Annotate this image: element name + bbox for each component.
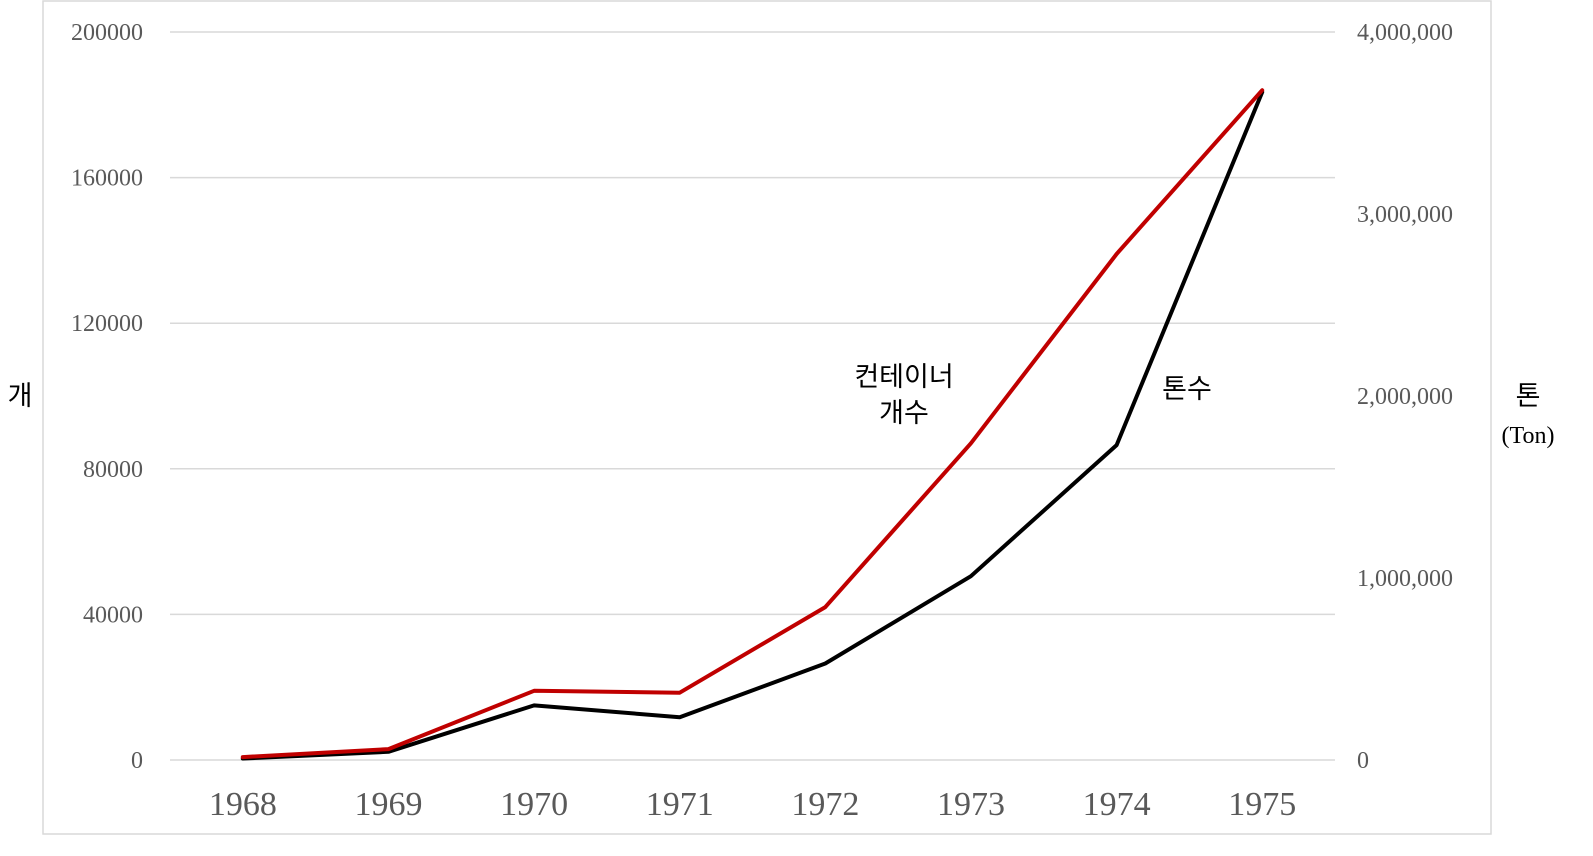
x-axis-ticks: 1968 1969 1970 1971 1972 1973 1974 1975 (209, 786, 1296, 823)
left-axis-tick-label: 160000 (71, 166, 143, 192)
right-axis-ticks: 0 1,000,000 2,000,000 3,000,000 4,000,000 (1357, 20, 1453, 774)
series-line-tonnage (240, 90, 1265, 761)
x-axis-tick-label: 1974 (1083, 786, 1151, 823)
annotation-container-count-line1: 컨테이너 (854, 362, 953, 393)
annotation-tonnage: 톤수 (1162, 374, 1212, 405)
right-axis-tick-label: 4,000,000 (1357, 20, 1453, 46)
x-axis-tick-label: 1969 (354, 786, 422, 823)
right-axis-tick-label: 2,000,000 (1357, 384, 1453, 410)
x-axis-tick-label: 1970 (500, 786, 568, 823)
x-axis-tick-label: 1971 (646, 786, 714, 823)
left-axis-tick-label: 120000 (71, 311, 143, 337)
right-axis-tick-label: 1,000,000 (1357, 566, 1453, 592)
series-lines (240, 88, 1265, 761)
series-line-container-count (240, 88, 1265, 760)
left-axis-title: 개 (8, 381, 33, 412)
left-axis-tick-label: 80000 (83, 457, 143, 483)
left-axis-tick-label: 200000 (71, 20, 143, 46)
right-axis-title: 톤 (1516, 381, 1541, 412)
x-axis-tick-label: 1973 (937, 786, 1005, 823)
gridlines (170, 31, 1335, 761)
left-axis-ticks: 0 40000 80000 120000 160000 200000 (71, 20, 143, 774)
x-axis-tick-label: 1975 (1228, 786, 1296, 823)
right-axis-subtitle: (Ton) (1502, 423, 1555, 449)
left-axis-tick-label: 40000 (83, 602, 143, 628)
right-axis-tick-label: 0 (1357, 748, 1369, 774)
x-axis-tick-label: 1968 (209, 786, 277, 823)
right-axis-tick-label: 3,000,000 (1357, 202, 1453, 228)
left-axis-tick-label: 0 (131, 748, 143, 774)
annotation-container-count-line2: 개수 (879, 398, 929, 429)
chart-border (42, 0, 1492, 835)
x-axis-tick-label: 1972 (791, 786, 859, 823)
